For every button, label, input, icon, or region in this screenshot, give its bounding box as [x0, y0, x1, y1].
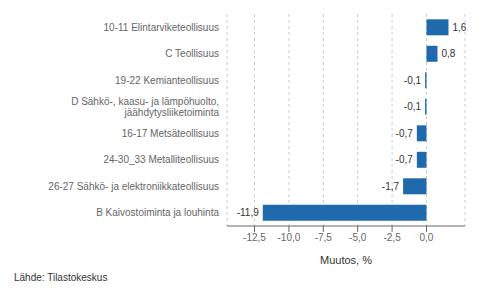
svg-text:0,0: 0,0: [420, 232, 434, 243]
svg-text:-0,7: -0,7: [396, 128, 414, 139]
svg-text:19-22 Kemianteollisuus: 19-22 Kemianteollisuus: [115, 75, 219, 86]
svg-text:-11,9: -11,9: [237, 207, 259, 218]
svg-text:-12,5: -12,5: [243, 232, 266, 243]
svg-text:C Teollisuus: C Teollisuus: [165, 48, 219, 59]
svg-text:-1,7: -1,7: [382, 181, 400, 192]
svg-text:D Sähkö-, kaasu- ja lämpöhuolt: D Sähkö-, kaasu- ja lämpöhuolto,jäähdyty…: [71, 96, 219, 118]
html-text:Lähde: Tilastokeskus: Lähde: Tilastokeskus: [14, 272, 108, 283]
svg-text:-0,7: -0,7: [396, 154, 414, 165]
svg-text:-5,0: -5,0: [349, 232, 367, 243]
svg-text:-7,5: -7,5: [315, 232, 333, 243]
svg-text:-2,5: -2,5: [383, 232, 401, 243]
svg-text:-10,0: -10,0: [278, 232, 301, 243]
svg-text:16-17 Metsäteollisuus: 16-17 Metsäteollisuus: [122, 128, 219, 139]
svg-text:-0,1: -0,1: [404, 101, 422, 112]
svg-text:Muutos, %: Muutos, %: [320, 254, 372, 266]
svg-text:1,6: 1,6: [452, 22, 466, 33]
svg-text:26-27 Sähkö- ja elektroniikkat: 26-27 Sähkö- ja elektroniikkateollisuus: [48, 181, 219, 192]
svg-text:0,8: 0,8: [441, 48, 455, 59]
svg-text:10-11 Elintarviketeollisuus: 10-11 Elintarviketeollisuus: [104, 22, 219, 33]
svg-text:-0,1: -0,1: [404, 75, 422, 86]
svg-text:B Kaivostoiminta ja louhinta: B Kaivostoiminta ja louhinta: [96, 207, 219, 218]
svg-text:24-30_33 Metalliteollisuus: 24-30_33 Metalliteollisuus: [103, 154, 219, 165]
